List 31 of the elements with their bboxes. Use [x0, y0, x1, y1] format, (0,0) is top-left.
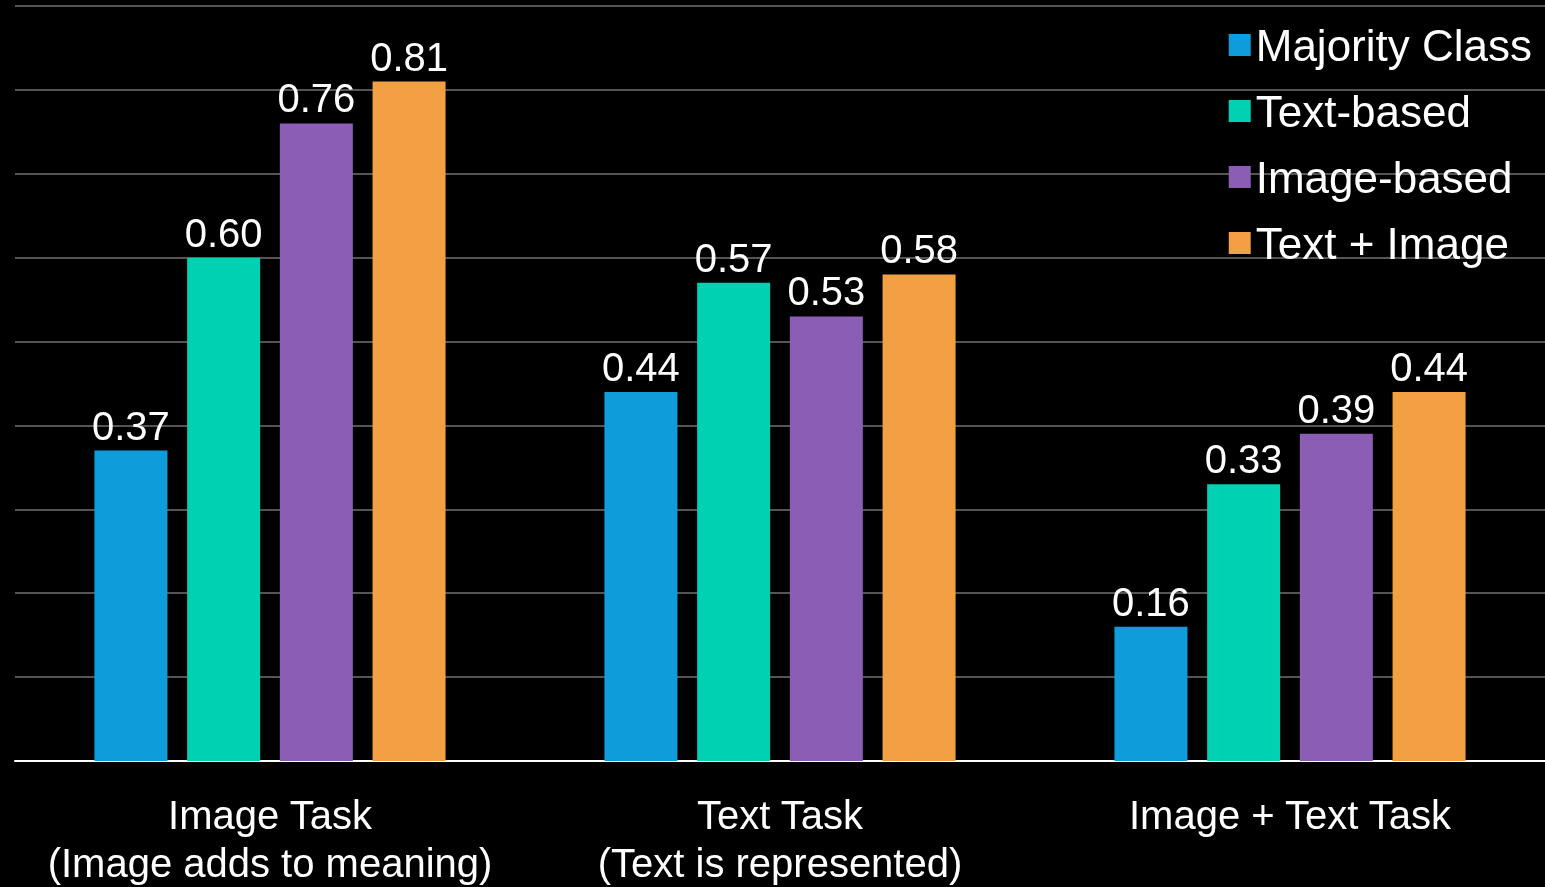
bar: [882, 274, 956, 761]
bar: [94, 450, 168, 761]
legend-label: Text-based: [1255, 86, 1471, 136]
data-label: 0.16: [1112, 579, 1190, 624]
x-tick-label: Text Task (Text is represented): [597, 793, 963, 885]
bar: [1207, 484, 1281, 761]
bar: [372, 81, 446, 761]
data-label: 0.44: [1390, 344, 1468, 389]
bar: [604, 391, 678, 761]
data-label: 0.33: [1204, 437, 1283, 482]
bar: [697, 282, 771, 761]
data-label: 0.53: [787, 269, 866, 314]
data-label: 0.58: [880, 227, 958, 272]
data-label: 0.76: [277, 76, 356, 121]
data-label: 0.37: [92, 403, 170, 448]
data-label: 0.57: [694, 235, 773, 280]
data-label: 0.39: [1297, 386, 1376, 431]
bar: [1114, 626, 1188, 761]
bar: [789, 316, 863, 761]
x-tick-label: Image + Text Task: [1128, 793, 1453, 837]
data-label: 0.81: [370, 34, 448, 79]
legend-label: Image-based: [1255, 152, 1513, 202]
data-label: 0.44: [602, 344, 680, 389]
bar: [1299, 433, 1373, 761]
legend-label: Text + Image: [1255, 218, 1509, 268]
bar: [187, 257, 261, 761]
bar: [279, 123, 353, 761]
x-tick-label: Image Task (Image adds to meaning): [47, 793, 493, 885]
legend-label: Majority Class: [1255, 20, 1533, 70]
data-label: 0.60: [184, 210, 263, 255]
bar: [1392, 391, 1466, 761]
